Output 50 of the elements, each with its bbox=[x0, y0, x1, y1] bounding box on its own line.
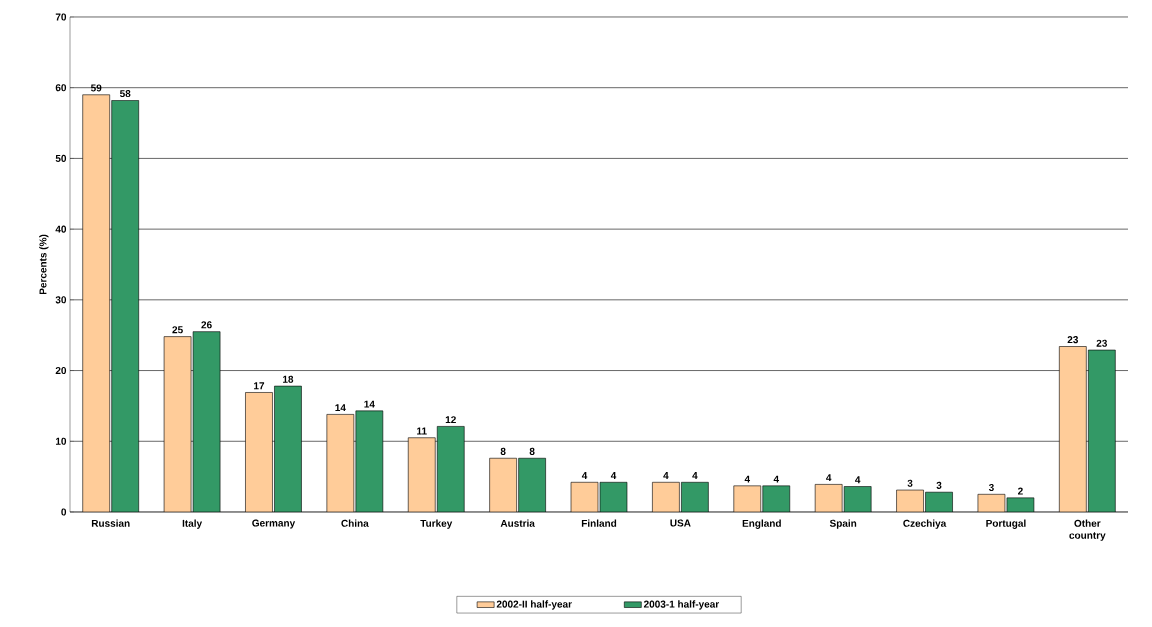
x-tick-label: Russian bbox=[91, 519, 130, 527]
legend-label: 2003-1 half-year bbox=[643, 600, 720, 610]
data-label: 23 bbox=[1096, 339, 1108, 347]
x-tick-label: Turkey bbox=[420, 519, 453, 529]
data-label: 3 bbox=[907, 479, 913, 487]
x-tick-label: Czechiya bbox=[903, 519, 947, 529]
data-label: 3 bbox=[988, 483, 994, 491]
data-label: 59 bbox=[90, 84, 102, 92]
x-tick-label: England bbox=[742, 519, 781, 529]
y-tick-label: 10 bbox=[55, 437, 67, 445]
data-label: 4 bbox=[773, 475, 780, 483]
data-label: 2 bbox=[1017, 487, 1023, 495]
y-tick-label: 20 bbox=[55, 367, 67, 375]
data-label: 4 bbox=[692, 472, 698, 479]
y-tick-label: 60 bbox=[55, 84, 67, 92]
x-tick-label: Other country bbox=[1069, 519, 1106, 541]
data-label: 8 bbox=[500, 447, 506, 455]
y-axis-title: Percents (%) bbox=[39, 234, 49, 295]
x-tick-label: USA bbox=[670, 519, 691, 527]
data-label: 23 bbox=[1067, 336, 1079, 344]
data-label: 14 bbox=[335, 404, 346, 412]
x-tick-label: Portugal bbox=[986, 519, 1026, 529]
x-tick-label: Finland bbox=[581, 519, 617, 527]
data-label: 26 bbox=[201, 321, 212, 329]
data-label: 4 bbox=[610, 472, 617, 479]
data-label: 4 bbox=[855, 476, 861, 484]
data-label: 4 bbox=[826, 474, 832, 482]
x-tick-label: Germany bbox=[252, 519, 296, 529]
x-tick-label: Austria bbox=[500, 519, 535, 527]
y-tick-label: 40 bbox=[55, 225, 67, 233]
data-label: 14 bbox=[364, 400, 375, 408]
data-label: 4 bbox=[581, 472, 588, 479]
x-tick-label: Italy bbox=[182, 519, 203, 529]
data-label: 12 bbox=[445, 416, 456, 424]
data-label: 58 bbox=[119, 90, 131, 98]
data-label: 4 bbox=[744, 475, 751, 483]
data-label: 3 bbox=[936, 481, 942, 489]
data-label: 25 bbox=[172, 326, 183, 334]
x-tick-label: China bbox=[341, 519, 369, 527]
data-label: 8 bbox=[529, 447, 535, 455]
y-tick-label: 70 bbox=[55, 13, 67, 21]
data-label: 11 bbox=[417, 427, 427, 435]
y-tick-label: 30 bbox=[55, 296, 67, 304]
data-label: 17 bbox=[254, 382, 265, 390]
y-tick-label: 0 bbox=[61, 508, 67, 516]
data-label: 18 bbox=[283, 375, 294, 383]
legend-label: 2002-II half-year bbox=[496, 600, 572, 610]
x-tick-label: Spain bbox=[829, 519, 857, 529]
y-tick-label: 50 bbox=[55, 154, 67, 162]
data-label: 4 bbox=[663, 472, 669, 479]
